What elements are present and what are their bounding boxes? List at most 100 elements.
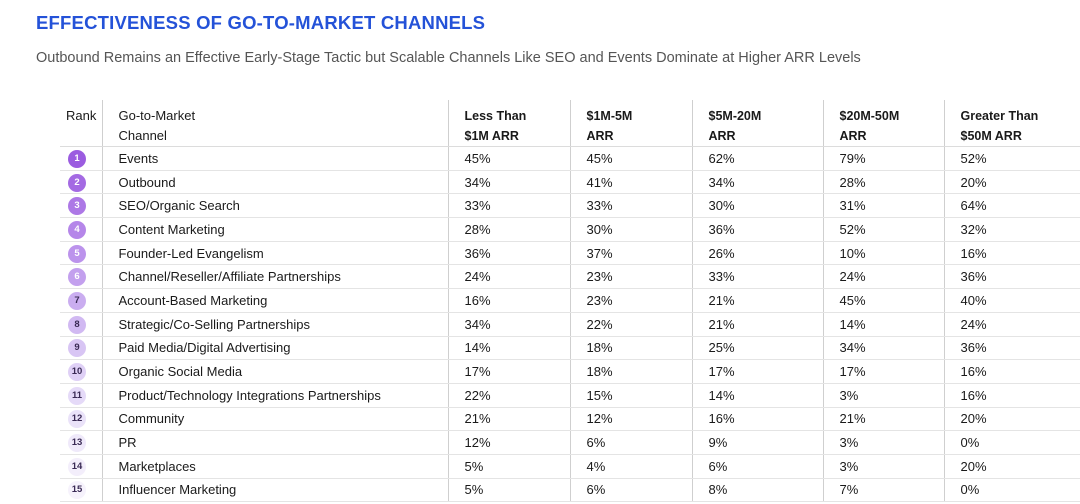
value-1m-5m: 23%	[569, 288, 692, 313]
value-greater-than-50m: 64%	[943, 193, 1080, 219]
header-less-than-1m: Less Than $1M ARR	[447, 100, 570, 147]
value-greater-than-50m: 52%	[943, 146, 1080, 171]
rank-badge: 7	[68, 291, 86, 310]
table-row: 4 Content Marketing 28% 30% 36% 52% 32%	[60, 217, 1080, 242]
value-20m-50m: 24%	[822, 264, 944, 290]
value-greater-than-50m: 32%	[943, 217, 1080, 242]
rank-badge: 9	[68, 339, 86, 358]
value-less-than-1m: 14%	[447, 336, 570, 361]
value-greater-than-50m: 0%	[943, 430, 1080, 455]
value-5m-20m: 62%	[691, 146, 823, 171]
rank-badge: 4	[68, 220, 86, 239]
value-20m-50m: 10%	[822, 241, 944, 266]
value-20m-50m: 31%	[822, 193, 944, 219]
value-20m-50m: 79%	[822, 146, 944, 171]
rank-cell: 1	[60, 146, 102, 171]
value-5m-20m: 21%	[691, 288, 823, 313]
value-20m-50m: 34%	[822, 336, 944, 361]
rank-cell: 14	[60, 454, 102, 479]
channel-name: Outbound	[101, 170, 448, 195]
rank-cell: 9	[60, 336, 102, 361]
table-row: 6 Channel/Reseller/Affiliate Partnerships…	[60, 264, 1080, 290]
channel-name: Strategic/Co-Selling Partnerships	[101, 312, 448, 337]
channel-name: Paid Media/Digital Advertising	[101, 336, 448, 361]
rank-badge: 15	[68, 481, 86, 500]
value-20m-50m: 21%	[822, 407, 944, 432]
rank-cell: 15	[60, 478, 102, 503]
table-row: 11 Product/Technology Integrations Partne…	[60, 383, 1080, 408]
rank-badge: 6	[68, 268, 86, 287]
header-1m-5m: $1M-5M ARR	[569, 100, 692, 147]
value-5m-20m: 6%	[691, 454, 823, 479]
value-1m-5m: 23%	[569, 264, 692, 290]
table-body: 1 Events 45% 45% 62% 79% 52% 2 Outbound 34% 41% 34%…	[60, 146, 1080, 503]
value-5m-20m: 30%	[691, 193, 823, 219]
value-5m-20m: 8%	[691, 478, 823, 503]
value-20m-50m: 3%	[822, 454, 944, 479]
value-20m-50m: 14%	[822, 312, 944, 337]
value-20m-50m: 45%	[822, 288, 944, 313]
channel-name: Product/Technology Integrations Partners…	[101, 383, 448, 408]
table-row: 1 Events 45% 45% 62% 79% 52%	[60, 146, 1080, 171]
value-1m-5m: 6%	[569, 478, 692, 503]
header-greater-than-50m: Greater Than $50M ARR	[943, 100, 1080, 147]
value-1m-5m: 37%	[569, 241, 692, 266]
value-1m-5m: 41%	[569, 170, 692, 195]
channel-name: Founder-Led Evangelism	[101, 241, 448, 266]
value-5m-20m: 9%	[691, 430, 823, 455]
header-20m-50m: $20M-50M ARR	[822, 100, 944, 147]
value-greater-than-50m: 36%	[943, 264, 1080, 290]
channel-name: Marketplaces	[101, 454, 448, 479]
rank-badge: 12	[68, 410, 86, 429]
value-less-than-1m: 28%	[447, 217, 570, 242]
rank-badge: 10	[68, 363, 86, 382]
value-greater-than-50m: 20%	[943, 170, 1080, 195]
channel-name: Account-Based Marketing	[101, 288, 448, 313]
table-row: 7 Account-Based Marketing 16% 23% 21% 45% 40%	[60, 288, 1080, 313]
value-5m-20m: 21%	[691, 312, 823, 337]
table-row: 15 Influencer Marketing 5% 6% 8% 7% 0%	[60, 478, 1080, 503]
rank-cell: 7	[60, 288, 102, 313]
value-5m-20m: 17%	[691, 359, 823, 384]
rank-badge: 2	[68, 173, 86, 192]
value-less-than-1m: 17%	[447, 359, 570, 384]
rank-cell: 12	[60, 407, 102, 432]
value-less-than-1m: 34%	[447, 170, 570, 195]
value-1m-5m: 6%	[569, 430, 692, 455]
rank-cell: 6	[60, 264, 102, 290]
value-1m-5m: 15%	[569, 383, 692, 408]
header-rank: Rank	[60, 100, 102, 147]
value-less-than-1m: 36%	[447, 241, 570, 266]
value-less-than-1m: 33%	[447, 193, 570, 219]
value-20m-50m: 17%	[822, 359, 944, 384]
value-greater-than-50m: 40%	[943, 288, 1080, 313]
channel-name: Community	[101, 407, 448, 432]
value-5m-20m: 25%	[691, 336, 823, 361]
table-row: 8 Strategic/Co-Selling Partnerships 34% 22%…	[60, 312, 1080, 337]
value-1m-5m: 45%	[569, 146, 692, 171]
table-row: 9 Paid Media/Digital Advertising 14% 18% 25%…	[60, 336, 1080, 361]
channel-name: Events	[101, 146, 448, 171]
value-1m-5m: 12%	[569, 407, 692, 432]
table-row: 13 PR 12% 6% 9% 3% 0%	[60, 430, 1080, 455]
value-less-than-1m: 24%	[447, 264, 570, 290]
value-5m-20m: 33%	[691, 264, 823, 290]
value-less-than-1m: 12%	[447, 430, 570, 455]
rank-badge: 8	[68, 315, 86, 334]
channel-name: Influencer Marketing	[101, 478, 448, 503]
channel-name: PR	[101, 430, 448, 455]
value-20m-50m: 3%	[822, 430, 944, 455]
value-1m-5m: 33%	[569, 193, 692, 219]
page-title: EFFECTIVENESS OF GO-TO-MARKET CHANNELS	[36, 12, 486, 33]
rank-badge: 14	[68, 457, 86, 476]
value-less-than-1m: 5%	[447, 454, 570, 479]
rank-cell: 8	[60, 312, 102, 337]
value-greater-than-50m: 24%	[943, 312, 1080, 337]
value-5m-20m: 14%	[691, 383, 823, 408]
rank-cell: 2	[60, 170, 102, 195]
value-less-than-1m: 45%	[447, 146, 570, 171]
channel-name: Channel/Reseller/Affiliate Partnerships	[101, 264, 448, 290]
rank-cell: 11	[60, 383, 102, 408]
rank-cell: 3	[60, 193, 102, 219]
value-1m-5m: 18%	[569, 336, 692, 361]
